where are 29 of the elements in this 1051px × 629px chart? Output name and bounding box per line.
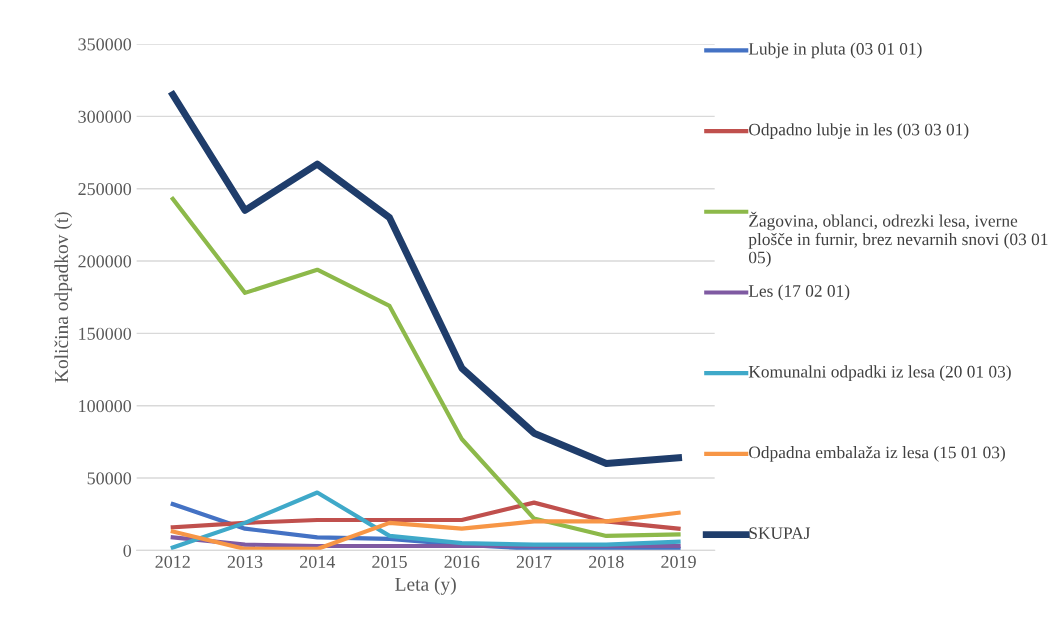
legend-label: Odpadna embalaža iz lesa (15 01 03) [749,446,1005,462]
line-series [170,510,681,551]
x-tick-label: 2018 [589,555,624,568]
y-tick-label: 250000 [78,182,132,196]
y-tick-label: 200000 [78,255,132,268]
y-tick-label: 50000 [87,472,132,485]
y-tick-label: 350000 [78,38,132,51]
x-tick-label: 2013 [227,555,263,568]
y-tick-label: 300000 [78,110,132,123]
line-series [170,196,681,538]
x-tick-label: 2014 [300,555,336,568]
x-axis-title: Leta (y) [395,577,456,595]
x-tick-label: 2016 [444,555,480,568]
line-series [170,490,681,550]
legend-label: Komunalni odpadki iz lesa (20 01 03) [748,365,1011,382]
legend-label: Žagovina, oblanci, odrezki lesa, iverne plošče in furnir, brez nevarnih snovi (03 01 05) [748,211,1048,267]
legend-label: Les (17 02 01) [748,284,850,301]
legend-label: SKUPAJ [749,527,811,539]
legend-label: Lubje in pluta (03 01 01) [748,42,922,59]
y-tick-label: 150000 [79,327,132,340]
x-tick-label: 2012 [155,555,190,568]
x-tick-label: 2019 [661,555,696,568]
y-tick-label: 0 [123,544,132,557]
y-tick-label: 100000 [79,399,132,413]
x-tick-label: 2015 [372,555,407,568]
legend-label: Odpadno lubje in les (03 03 01) [749,123,969,139]
line-series [170,500,681,531]
x-tick-label: 2017 [516,555,552,568]
y-axis-title: Količina odpadkov (t) [54,212,73,383]
